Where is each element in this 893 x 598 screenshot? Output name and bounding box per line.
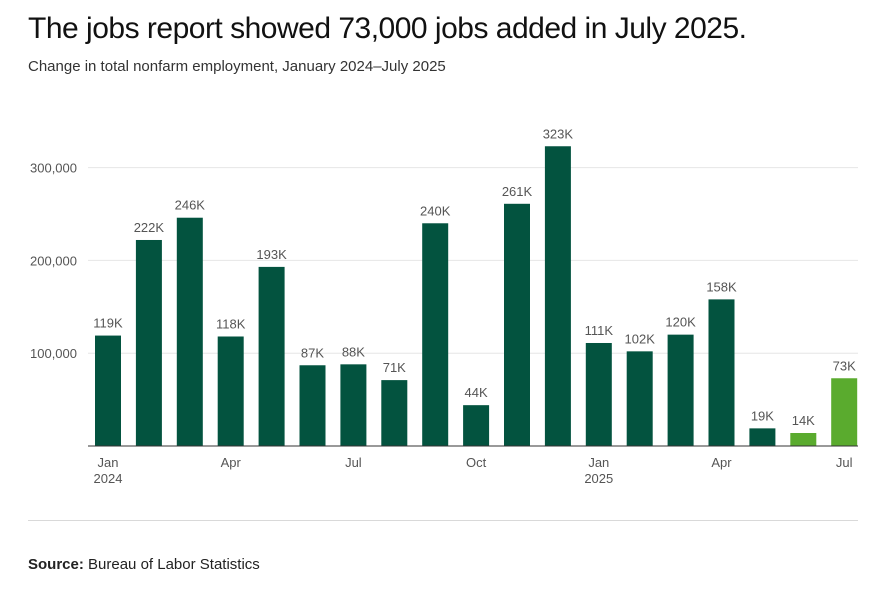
gridlines [88,167,858,354]
footer-divider [28,520,858,521]
source-label: Source: [28,556,84,573]
x-tick-label: Jan [588,455,609,470]
value-label: 88K [342,344,365,359]
x-tick-label: Apr [221,455,242,470]
source-note: Source: Bureau of Labor Statistics [28,556,260,573]
bar-chart: 119K 222K 246K 118K 193K 87K 88K 71K 240K 44K 261K… [30,126,858,486]
bar-may-2024 [258,266,285,446]
data-labels: 119K 222K 246K 118K 193K 87K 88K 71K 240K 44K 261K… [93,126,856,428]
value-label: 118K [216,316,246,331]
chart-subtitle: Change in total nonfarm employment, Janu… [28,58,446,75]
bar-jun-2025 [790,433,817,446]
chart-title: The jobs report showed 73,000 jobs added… [28,12,747,45]
value-label: 323K [543,126,574,141]
bar-may-2025 [749,428,776,446]
bar-jul-2024 [340,364,367,446]
value-label: 261K [502,184,533,199]
value-label: 73K [833,358,856,373]
x-tick-label: Oct [466,455,487,470]
value-label: 44K [465,385,488,400]
value-label: 111K [585,323,614,338]
value-label: 19K [751,408,774,423]
bar-dec-2024 [544,146,571,447]
bar-aug-2024 [381,380,408,446]
bar-sep-2024 [422,223,449,446]
x-tick-label: Apr [711,455,732,470]
value-label: 193K [256,247,287,262]
bar-apr-2025 [708,299,735,446]
bar-mar-2025 [667,334,694,446]
value-label: 71K [383,360,406,375]
value-label: 222K [134,220,165,235]
bar-mar-2024 [176,217,203,446]
y-tick-label: 100,000 [30,346,77,361]
bar-jul-2025 [831,378,858,446]
x-tick-label: Jan [98,455,119,470]
value-label: 102K [625,331,656,346]
value-label: 14K [792,413,815,428]
bar-jan-2024 [95,335,121,446]
bar-oct-2024 [463,405,490,446]
bar-feb-2024 [135,239,162,446]
bar-jan-2025 [585,342,612,446]
source-text: Bureau of Labor Statistics [88,556,260,573]
x-tick-label: Jul [345,455,362,470]
y-tick-label: 200,000 [30,253,77,268]
x-tick-label: 2024 [94,471,123,486]
bar-nov-2024 [504,203,530,446]
value-label: 120K [665,315,696,330]
value-label: 158K [706,279,737,294]
value-label: 87K [301,345,324,360]
bars [95,146,858,447]
value-label: 119K [93,316,123,331]
x-tick-label: 2025 [584,471,613,486]
y-tick-label: 300,000 [30,161,77,176]
x-tick-label: Jul [836,455,853,470]
bar-jun-2024 [299,365,326,446]
bar-apr-2024 [217,336,244,446]
bar-feb-2025 [626,351,653,446]
value-label: 246K [175,198,206,213]
value-label: 240K [420,203,451,218]
